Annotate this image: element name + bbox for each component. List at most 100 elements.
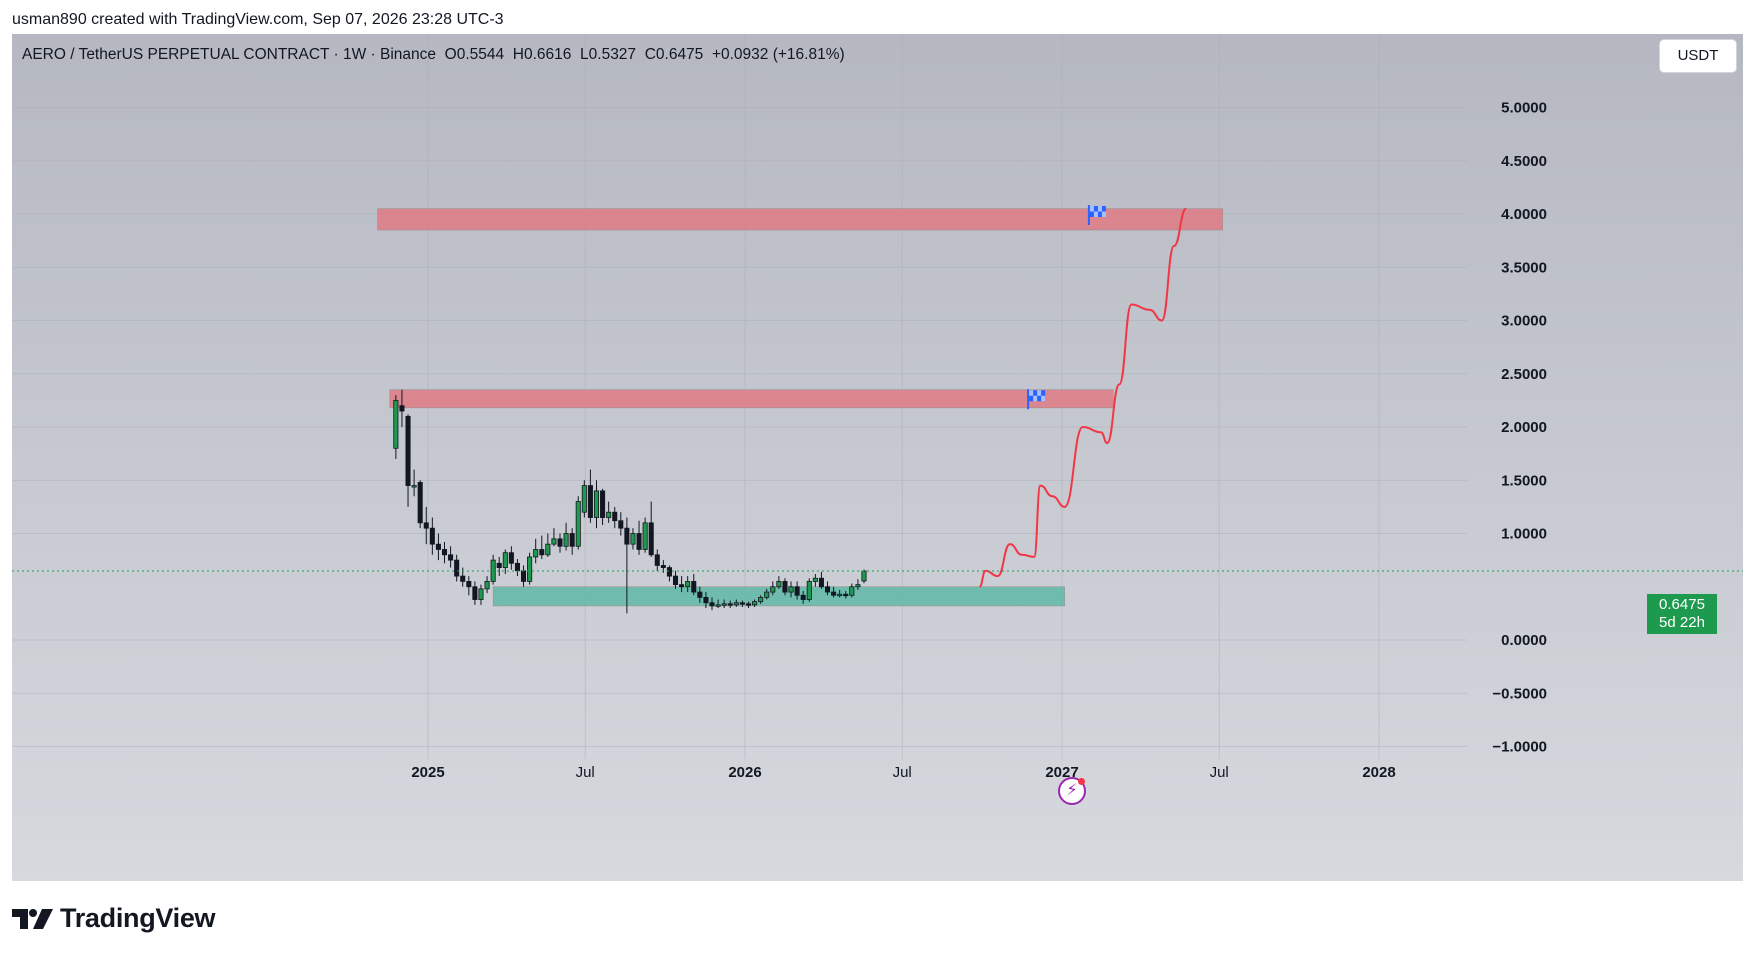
y-tick-label: 1.0000: [1501, 526, 1547, 543]
candle: [812, 573, 818, 587]
candle-body: [411, 485, 417, 488]
candle-body: [630, 533, 636, 545]
candle-body: [399, 405, 405, 412]
flag-check: [1037, 390, 1042, 396]
candle-body: [831, 591, 837, 596]
candle-body: [861, 570, 867, 582]
candle: [685, 576, 691, 593]
candle: [843, 591, 849, 599]
candle: [496, 556, 502, 577]
candle-body: [824, 586, 831, 593]
candle: [454, 554, 460, 582]
open-value: 0.5544: [456, 46, 505, 63]
candle: [648, 501, 654, 557]
candle: [472, 581, 478, 605]
candle-body: [514, 562, 520, 572]
candle: [490, 554, 496, 585]
candle: [435, 533, 441, 561]
lightning-icon[interactable]: ⚡: [1058, 777, 1086, 805]
x-tick-label: 2027: [1045, 764, 1078, 781]
candle: [837, 589, 843, 598]
candle-body: [533, 549, 539, 558]
candle: [508, 546, 514, 570]
candle: [727, 600, 733, 609]
candle-body: [752, 601, 758, 606]
zones: [377, 208, 1223, 607]
candle-body: [782, 581, 788, 593]
candle-body: [618, 520, 624, 529]
candle-body: [679, 584, 685, 588]
candle: [739, 600, 745, 607]
candle-body: [691, 581, 697, 593]
axes: 5.0000 4.5000 4.0000 3.5000 3.0000 2.5000 2.00…: [12, 100, 1743, 781]
resistance-zone: [377, 208, 1223, 231]
currency-button[interactable]: USDT: [1659, 39, 1737, 73]
candle: [545, 533, 551, 557]
candle-body: [709, 602, 715, 607]
close-label: C: [644, 46, 656, 63]
price-chart[interactable]: 5.0000 4.5000 4.0000 3.5000 3.0000 2.5000 2.00…: [12, 34, 1743, 881]
resistance-zone: [389, 389, 1114, 409]
candle-body: [600, 490, 606, 518]
candle-body: [429, 527, 435, 545]
candle-body: [770, 586, 776, 593]
low-label: L: [580, 46, 589, 63]
candle-body: [666, 567, 672, 577]
projection-path: [978, 207, 1188, 588]
candle-body: [502, 552, 508, 568]
candle: [788, 581, 794, 598]
candle: [691, 573, 697, 596]
close-value: 0.6475: [655, 46, 704, 63]
flag-check: [1089, 206, 1094, 212]
candle: [855, 579, 861, 590]
candle: [606, 501, 612, 523]
candle-body: [405, 415, 411, 486]
candle-body: [648, 522, 654, 556]
y-tick-label: 3.5000: [1501, 259, 1547, 276]
candle-body: [727, 603, 733, 606]
candle-body: [733, 602, 739, 606]
candle: [587, 469, 593, 523]
candle: [411, 469, 417, 497]
candle-body: [745, 603, 752, 606]
candle-body: [472, 586, 478, 600]
candle-body: [703, 597, 709, 604]
candle: [624, 517, 630, 614]
candle: [861, 569, 867, 584]
projection: [978, 207, 1188, 588]
candle: [642, 517, 648, 553]
candle-body: [776, 581, 782, 588]
candle: [405, 414, 411, 507]
candle: [429, 517, 435, 555]
symbol-name: AERO / TetherUS PERPETUAL CONTRACT · 1W …: [22, 46, 437, 63]
candle-body: [612, 511, 618, 522]
candle: [758, 595, 764, 604]
candle-body: [672, 575, 679, 586]
candle: [831, 586, 837, 598]
candle-body: [685, 581, 691, 588]
candle: [666, 565, 672, 582]
candle-body: [593, 490, 600, 518]
candle-body: [441, 549, 448, 556]
candle: [563, 522, 569, 551]
y-tick-label: −1.0000: [1492, 739, 1547, 756]
x-tick-label: 2026: [728, 764, 761, 781]
candle: [703, 592, 709, 609]
candle: [715, 599, 721, 609]
tradingview-brand[interactable]: TradingView: [12, 903, 216, 934]
candle-body: [739, 602, 745, 605]
chart-area[interactable]: 5.0000 4.5000 4.0000 3.5000 3.0000 2.5000 2.00…: [12, 34, 1743, 881]
candle: [527, 552, 533, 585]
candle: [630, 528, 636, 550]
last-price-value: 0.6475: [1659, 596, 1705, 613]
candle: [417, 480, 423, 529]
candle-body: [557, 538, 563, 547]
x-tick-label: Jul: [576, 764, 595, 781]
candle-body: [812, 577, 818, 582]
candle: [733, 599, 739, 607]
candle-body: [587, 485, 593, 518]
candle-body: [764, 591, 770, 598]
candle: [776, 576, 782, 589]
candle: [575, 496, 581, 550]
candle: [824, 581, 831, 596]
